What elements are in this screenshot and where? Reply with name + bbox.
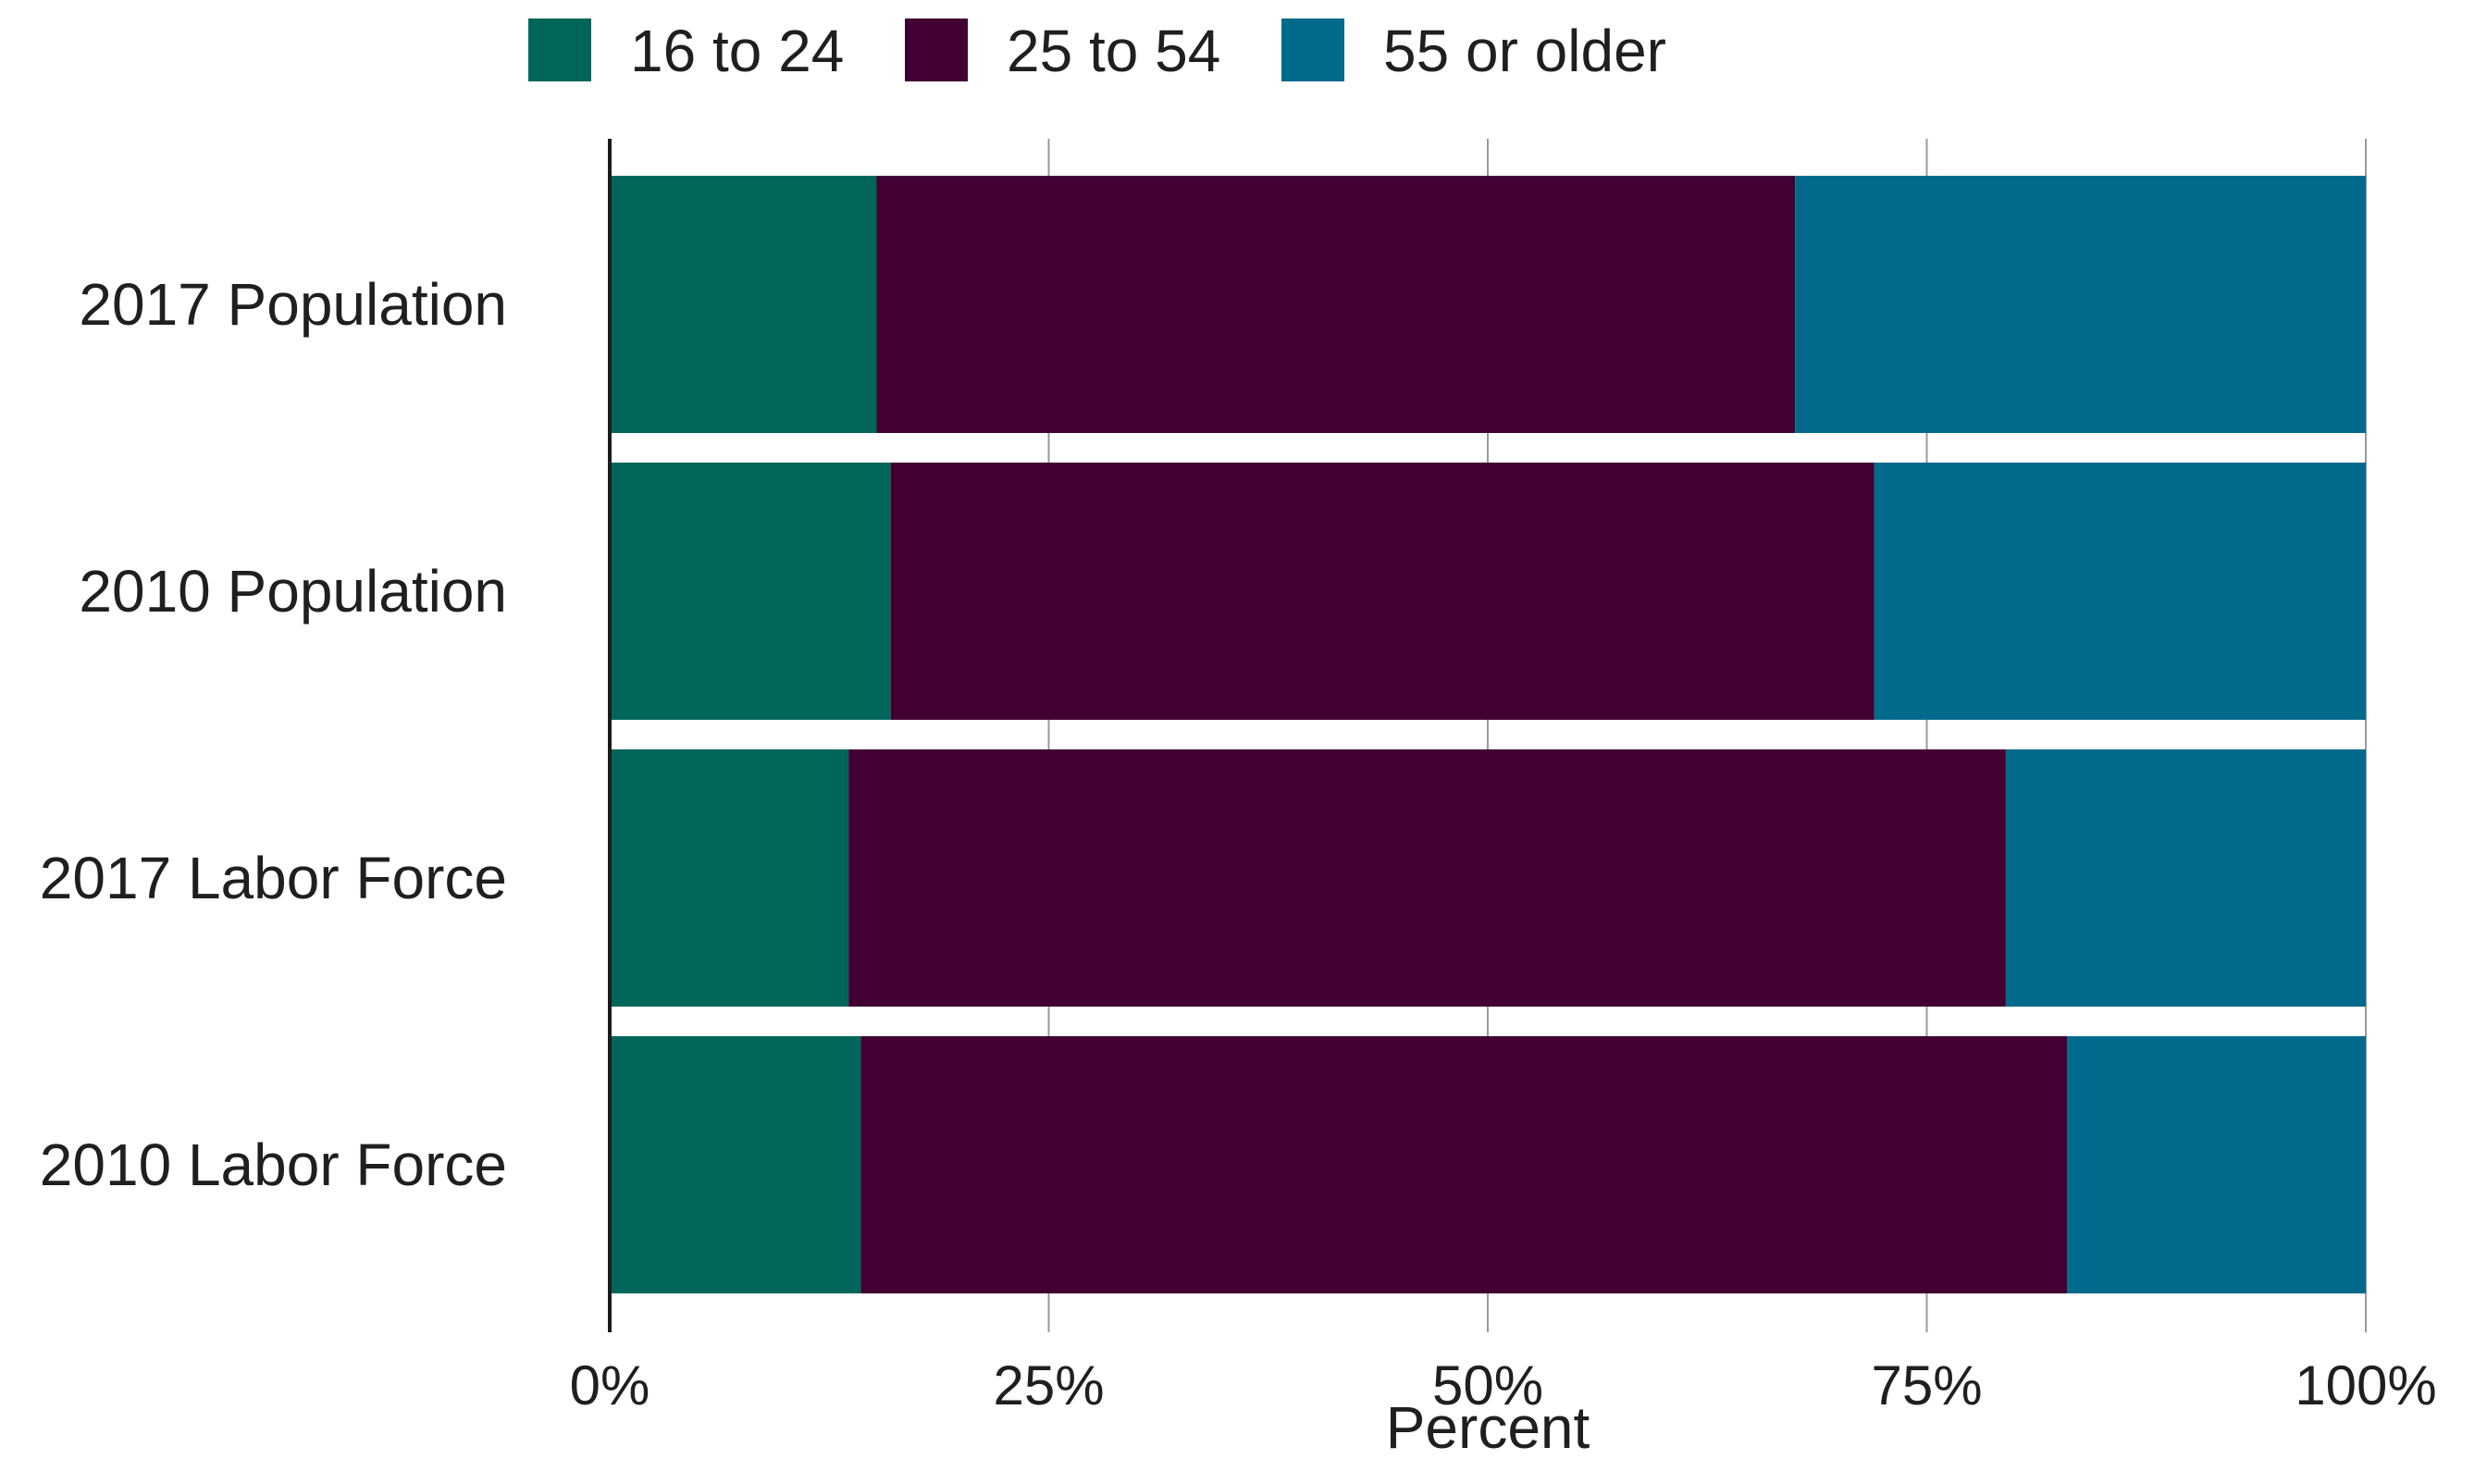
bar-segment (848, 749, 2006, 1007)
bar-segment (890, 463, 1875, 720)
legend-label: 55 or older (1383, 18, 1666, 84)
bar-segment (610, 1036, 861, 1293)
bars-layer (610, 176, 2366, 1293)
category-label: 2010 Population (79, 558, 507, 625)
bar-segment (2005, 749, 2366, 1007)
x-tick-label: 25% (993, 1354, 1104, 1416)
bar-segment (610, 463, 891, 720)
category-label: 2017 Labor Force (40, 845, 507, 911)
category-label: 2017 Population (79, 271, 507, 338)
legend-label: 25 to 54 (1007, 18, 1220, 84)
bar-segment (610, 176, 877, 433)
x-tick-label: 100% (2295, 1354, 2436, 1416)
category-label: 2010 Labor Force (40, 1132, 507, 1198)
legend-swatch (1281, 19, 1344, 81)
bar-segment (1874, 463, 2366, 720)
x-axis-title: Percent (1386, 1394, 1590, 1461)
x-tick-label: 75% (1871, 1354, 1982, 1416)
legend-swatch (528, 19, 591, 81)
legend-label: 16 to 24 (630, 18, 844, 84)
bar-segment (876, 176, 1796, 433)
category-labels: 2017 Population 2010 Population 2017 Labor… (40, 271, 507, 1198)
x-tick-label: 50% (1432, 1354, 1543, 1416)
legend-swatch (905, 19, 968, 81)
legend: 16 to 24 25 to 54 55 or older (528, 18, 1666, 84)
bar-segment (2067, 1036, 2366, 1293)
bar-segment (1795, 176, 2366, 433)
x-tick-labels: 0% 25% 50% 75% 100% (570, 1354, 2437, 1416)
bar-segment (860, 1036, 2068, 1293)
bar-segment (610, 749, 849, 1007)
x-tick-label: 0% (570, 1354, 650, 1416)
